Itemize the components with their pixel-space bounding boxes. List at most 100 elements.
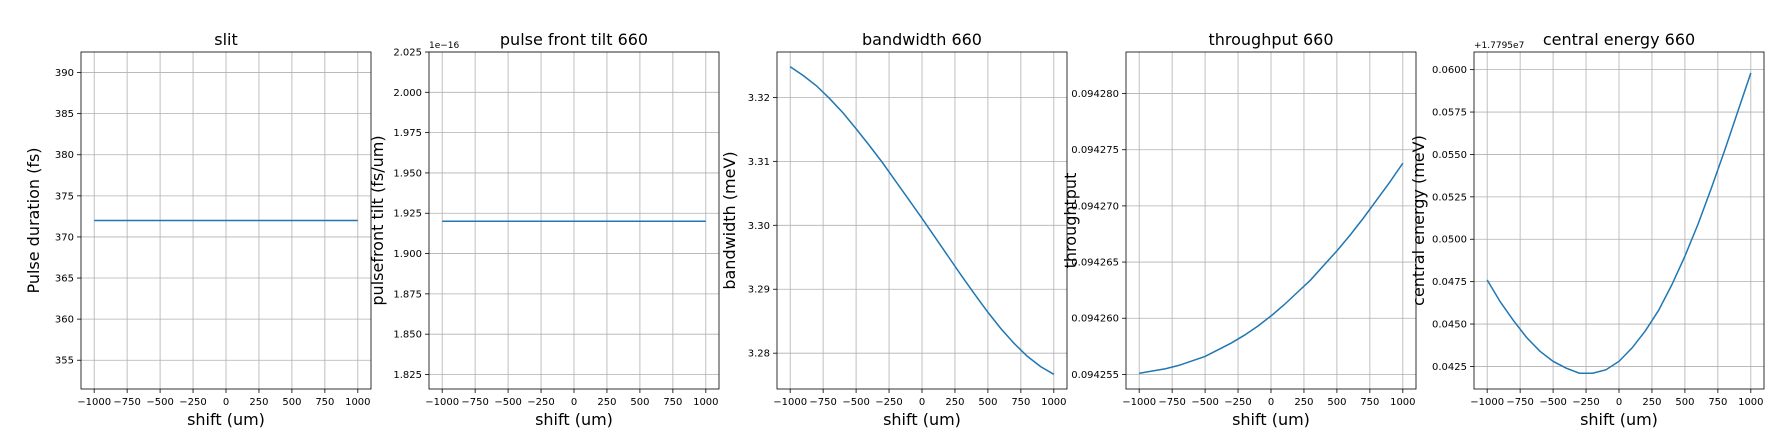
x-tick-label: −500: [494, 397, 521, 408]
x-axis-label: shift (um): [883, 410, 961, 429]
y-axis-label: throughtput: [1061, 173, 1080, 269]
y-tick-label: 0.094260: [1071, 314, 1119, 325]
chart-panel-4: −1000 −750 −500 −250 0 250 500 750 1000 0.094255 0…: [1061, 30, 1417, 429]
y-tick-label: 0.094270: [1071, 201, 1119, 212]
x-tick-label: 1000: [345, 397, 370, 408]
x-tick-label: 750: [315, 397, 334, 408]
y-tick-label: 1.900: [393, 249, 422, 260]
y-tick-label: 355: [55, 356, 74, 367]
x-tick-label: −1000: [1122, 397, 1156, 408]
y-tick-label: 0.0525: [1432, 192, 1467, 203]
x-tick-label: −750: [1506, 397, 1533, 408]
x-tick-label: 0: [571, 397, 577, 408]
x-tick-label: 1000: [1390, 397, 1415, 408]
x-tick-label: −750: [809, 397, 836, 408]
y-tick-label: 1.975: [393, 128, 422, 139]
chart-title: bandwidth 660: [862, 30, 982, 49]
x-tick-label: 0: [223, 397, 229, 408]
x-tick-label: 1000: [1041, 397, 1066, 408]
y-axis-label: pulsefront tilt (fs/um): [368, 135, 387, 305]
y-tick-label: 365: [55, 274, 74, 285]
series-line: [1139, 162, 1404, 375]
y-tick-label: 0.0475: [1432, 277, 1467, 288]
x-tick-label: −500: [1191, 397, 1218, 408]
y-tick-label: 0.0450: [1432, 320, 1467, 331]
y-tick-label: 1.850: [393, 330, 422, 341]
y-tick-label: 0.094265: [1071, 258, 1119, 269]
x-axis-label: shift (um): [535, 410, 613, 429]
x-tick-label: 500: [1675, 397, 1694, 408]
x-tick-label: 0: [919, 397, 925, 408]
chart-panel-5: −1000 −750 −500 −250 0 250 500 750 1000 0.0425 0.0…: [1409, 30, 1765, 429]
x-tick-label: 500: [630, 397, 649, 408]
y-tick-label: 1.825: [393, 370, 422, 381]
y-tick-label: 380: [55, 150, 74, 161]
x-tick-label: 750: [1360, 397, 1379, 408]
y-axis-label: bandwidth (meV): [720, 151, 739, 289]
x-tick-label: 750: [1708, 397, 1727, 408]
x-tick-label: −500: [842, 397, 869, 408]
x-tick-label: 1000: [693, 397, 718, 408]
x-tick-label: 250: [249, 397, 268, 408]
x-tick-label: 250: [597, 397, 616, 408]
y-tick-label: 370: [55, 232, 74, 243]
x-tick-label: −1000: [1470, 397, 1504, 408]
x-tick-label: 750: [1011, 397, 1030, 408]
y-tick-label: 0.094255: [1071, 370, 1119, 381]
y-tick-label: 2.000: [393, 88, 422, 99]
chart-panel-3: −1000 −750 −500 −250 0 250 500 750 1000 3.28 3.29 3…: [720, 30, 1068, 429]
y-tick-label: 3.28: [748, 349, 770, 360]
x-axis-label: shift (um): [1232, 410, 1310, 429]
x-tick-label: 250: [1642, 397, 1661, 408]
x-tick-label: −250: [1572, 397, 1599, 408]
y-axis-label: Pulse duration (fs): [24, 147, 43, 293]
x-tick-label: −500: [146, 397, 173, 408]
x-tick-label: −500: [1539, 397, 1566, 408]
series-line: [789, 66, 1055, 375]
chart-title: central energy 660: [1543, 30, 1695, 49]
x-tick-label: 1000: [1738, 397, 1763, 408]
axis-offset-label: 1e−16: [429, 41, 460, 51]
y-tick-label: 390: [55, 68, 74, 79]
y-tick-label: 0.094275: [1071, 145, 1119, 156]
x-tick-label: −750: [1158, 397, 1185, 408]
y-tick-label: 0.0550: [1432, 150, 1467, 161]
chart-panel-2: −1000 −750 −500 −250 0 250 500 750 1000 1.825 1.85…: [368, 30, 720, 429]
x-axis-label: shift (um): [187, 410, 265, 429]
y-tick-label: 3.32: [748, 93, 770, 104]
y-tick-label: 0.094280: [1071, 89, 1119, 100]
y-tick-label: 0.0500: [1432, 235, 1467, 246]
x-tick-label: −250: [527, 397, 554, 408]
x-tick-label: −250: [179, 397, 206, 408]
y-tick-label: 3.30: [748, 221, 770, 232]
axis-offset-label: +1.7795e7: [1474, 41, 1524, 51]
y-tick-label: 2.025: [393, 48, 422, 59]
y-tick-label: 1.875: [393, 289, 422, 300]
y-tick-label: 1.950: [393, 168, 422, 179]
y-axis-label: central energy (meV): [1409, 135, 1428, 306]
x-tick-label: −750: [461, 397, 488, 408]
y-tick-label: 360: [55, 315, 74, 326]
x-tick-label: −250: [875, 397, 902, 408]
x-tick-label: 0: [1616, 397, 1622, 408]
x-tick-label: −1000: [425, 397, 459, 408]
x-tick-label: −250: [1224, 397, 1251, 408]
y-tick-label: 375: [55, 191, 74, 202]
chart-title: pulse front tilt 660: [500, 30, 648, 49]
x-axis-label: shift (um): [1580, 410, 1658, 429]
x-tick-label: 250: [945, 397, 964, 408]
y-tick-label: 0.0600: [1432, 65, 1467, 76]
x-tick-label: 500: [978, 397, 997, 408]
x-tick-label: 500: [1327, 397, 1346, 408]
x-tick-label: 500: [282, 397, 301, 408]
x-tick-label: 750: [663, 397, 682, 408]
y-tick-label: 0.0575: [1432, 108, 1467, 119]
chart-title: throughput 660: [1208, 30, 1333, 49]
y-tick-label: 3.31: [748, 157, 770, 168]
y-tick-label: 0.0425: [1432, 362, 1467, 373]
x-tick-label: 0: [1268, 397, 1274, 408]
x-tick-label: −750: [113, 397, 140, 408]
x-tick-label: 250: [1294, 397, 1313, 408]
y-tick-label: 1.925: [393, 209, 422, 220]
y-tick-label: 385: [55, 109, 74, 120]
